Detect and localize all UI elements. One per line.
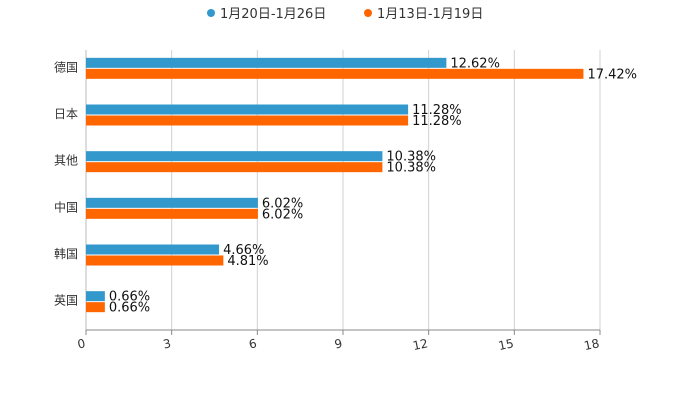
x-tick-label-9: 9	[333, 336, 343, 351]
category-label-0: 德国	[54, 59, 78, 74]
axes: 0 3 6 9 12 15 18	[76, 50, 601, 353]
data-label-s0-0: 12.62%	[450, 56, 500, 71]
category-label-5: 英国	[54, 294, 78, 308]
x-tick-label-0: 0	[76, 336, 86, 351]
category-label-4: 韩国	[54, 246, 78, 261]
bar-s1-3	[86, 208, 258, 219]
x-tick-label-15: 15	[497, 336, 515, 353]
bar-s1-5	[86, 302, 105, 313]
data-label-s0-5: 0.66%	[109, 290, 150, 305]
data-label-s0-3: 6.02%	[262, 196, 303, 211]
data-label-s1-0: 17.42%	[587, 67, 637, 82]
category-label-2: 其他	[54, 154, 78, 168]
data-label-s1-4: 4.81%	[227, 254, 268, 269]
legend: 1月20日-1月26日 1月13日-1月19日	[207, 7, 483, 22]
bar-s1-1	[86, 115, 409, 126]
bar-s1-2	[86, 162, 383, 173]
bar-s1-4	[86, 255, 224, 266]
data-label-s1-5: 0.66%	[109, 301, 150, 316]
category-label-1: 日本	[54, 107, 78, 121]
bar-s0-4	[86, 244, 220, 255]
labels: 德国 12.62% 17.42% 日本 11.28%11.28% 其他 10.38%10.3…	[54, 56, 637, 315]
bars	[86, 57, 584, 313]
data-label-s1-1: 11.28%	[412, 114, 462, 129]
bar-s1-0	[86, 68, 584, 79]
bar-s0-1	[86, 104, 409, 115]
data-label-s0-4: 4.66%	[223, 243, 264, 258]
data-label-s1-2: 10.38%	[386, 161, 436, 176]
legend-label-1: 1月13日-1月19日	[377, 7, 483, 22]
bar-s0-2	[86, 151, 383, 162]
data-label-s0-2: 10.38%	[386, 150, 436, 165]
bar-s0-5	[86, 291, 105, 302]
x-tick-label-12: 12	[411, 336, 429, 353]
x-tick-label-6: 6	[248, 336, 258, 351]
legend-marker-1	[364, 9, 372, 17]
x-tick-label-3: 3	[162, 336, 172, 351]
data-label-s1-3: 6.02%	[262, 207, 303, 222]
legend-label-0: 1月20日-1月26日	[220, 7, 326, 22]
bar-s0-3	[86, 197, 258, 208]
legend-marker-0	[207, 9, 215, 17]
grid	[171, 50, 601, 330]
bar-s0-0	[86, 57, 447, 68]
category-label-3: 中国	[54, 199, 78, 214]
data-label-s0-1: 11.28%	[412, 103, 462, 118]
x-tick-label-18: 18	[583, 336, 601, 353]
